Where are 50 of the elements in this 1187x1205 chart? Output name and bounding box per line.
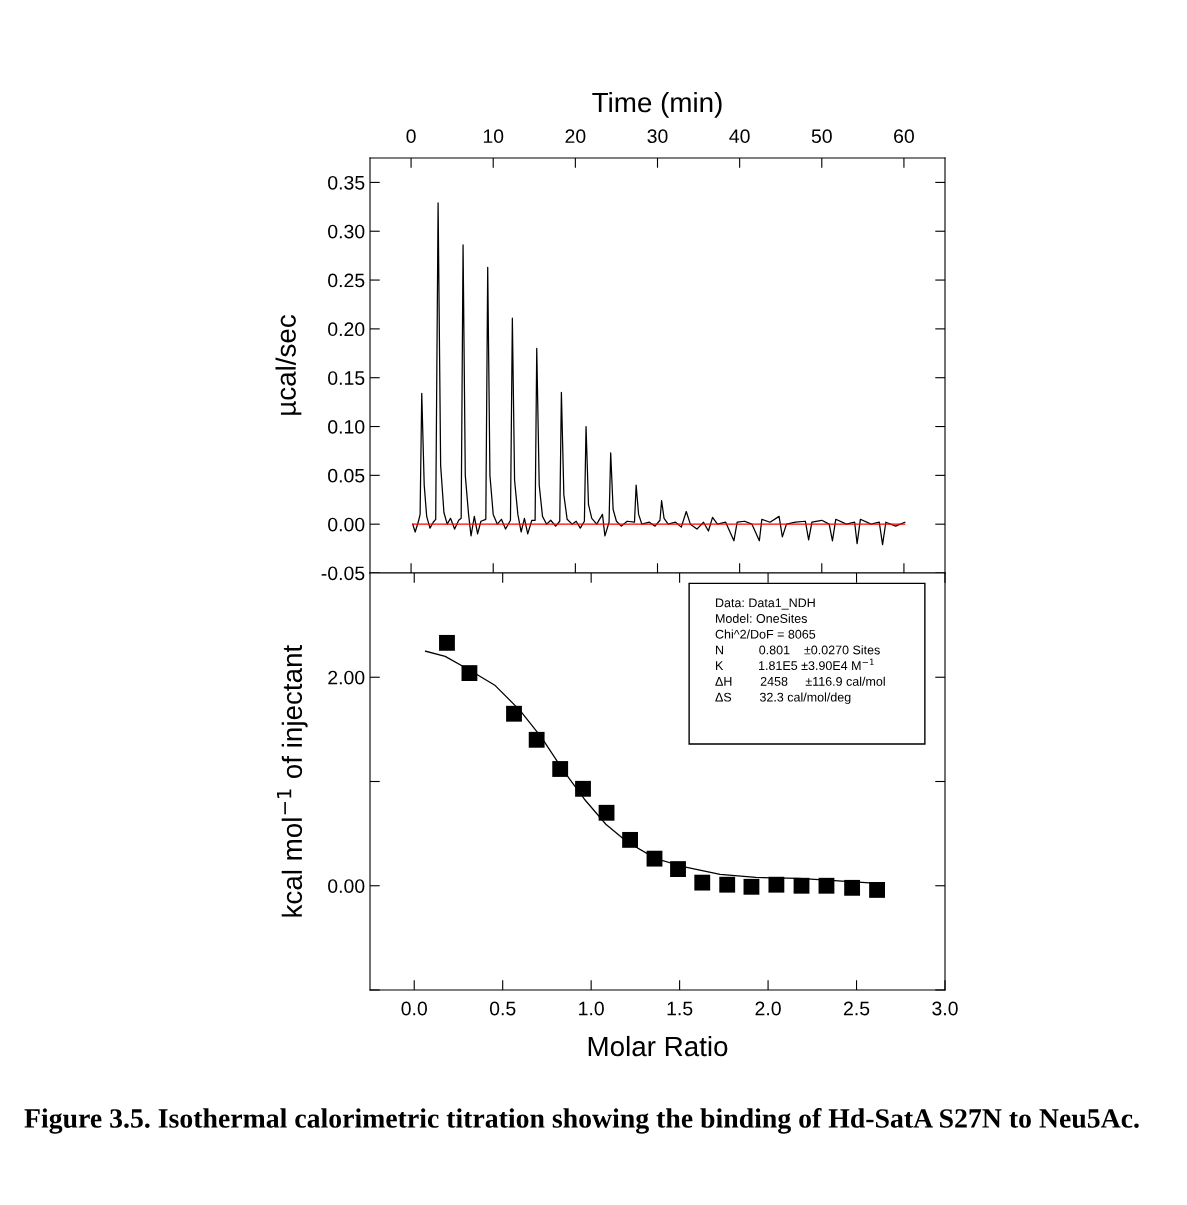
x-tick-label: 60 bbox=[894, 129, 914, 144]
point bbox=[439, 634, 455, 651]
y-tick-label: 0.15 bbox=[328, 371, 365, 385]
x-tick-label: 2.0 bbox=[755, 1001, 781, 1016]
point bbox=[743, 878, 760, 895]
x-tick-label: 10 bbox=[483, 129, 504, 144]
x-tick-label: 0.5 bbox=[489, 1001, 516, 1016]
x-tick-label: 3.0 bbox=[932, 1001, 958, 1016]
point bbox=[694, 874, 711, 891]
x-axis-title: Molar Ratio bbox=[588, 1035, 728, 1057]
point bbox=[844, 879, 861, 896]
line-series bbox=[412, 202, 906, 546]
point bbox=[552, 761, 569, 777]
point bbox=[818, 877, 835, 894]
y-tick-label: 0.20 bbox=[328, 322, 365, 337]
y-tick-label: 0.10 bbox=[328, 420, 365, 434]
y-tick-label: 0.05 bbox=[328, 468, 365, 483]
point bbox=[622, 831, 638, 848]
y-tick-label: 0.00 bbox=[328, 879, 365, 893]
point bbox=[461, 665, 478, 681]
x-tick-label: 20 bbox=[565, 129, 586, 144]
y-tick-label: 0.35 bbox=[328, 175, 365, 190]
y-tick-label: 2.00 bbox=[328, 670, 365, 685]
x-tick-label: 50 bbox=[811, 129, 832, 144]
point bbox=[670, 861, 686, 877]
x-tick-label: 0.0 bbox=[401, 1001, 427, 1016]
x-tick-label: 1.5 bbox=[667, 1001, 693, 1016]
y-tick-label: 0.30 bbox=[328, 224, 365, 239]
point bbox=[575, 780, 591, 797]
text: Data: Data1_NDH Model: OneSites Chi^2/DoF = 8065 N 0.801 ±0.0270 Sites K 1.81E5 ±3.90E4 M$^{−1}$ ΔH 2458 ±116.9 cal/mol ΔS 32.3 cal/mol/deg bbox=[715, 598, 885, 705]
y-tick-label: -0.05 bbox=[321, 566, 365, 581]
caption: Figure 3.5. Isothermal calorimetric titration showing the binding of Hd-SatA S27N to Neu5Ac. bbox=[24, 1108, 1139, 1134]
x-tick-label: 0 bbox=[406, 129, 416, 144]
point bbox=[793, 877, 810, 894]
point bbox=[719, 876, 736, 893]
point bbox=[528, 731, 545, 748]
x-axis-title: Time (min) bbox=[592, 91, 722, 118]
x-tick-label: 1.0 bbox=[579, 1001, 604, 1016]
y-axis-title: kcal mol$^{−1}$ of injectant bbox=[277, 645, 308, 917]
y-tick-label: 0.00 bbox=[328, 517, 365, 532]
x-tick-label: 2.5 bbox=[844, 1001, 870, 1016]
point bbox=[646, 850, 663, 867]
y-axis-title: µcal/sec bbox=[275, 315, 302, 415]
y-tick-label: 0.25 bbox=[328, 273, 365, 288]
x-tick-label: 40 bbox=[729, 129, 750, 144]
point bbox=[598, 804, 615, 821]
point bbox=[768, 876, 785, 893]
point bbox=[506, 705, 522, 722]
x-tick-label: 30 bbox=[647, 129, 668, 144]
point bbox=[869, 882, 885, 898]
